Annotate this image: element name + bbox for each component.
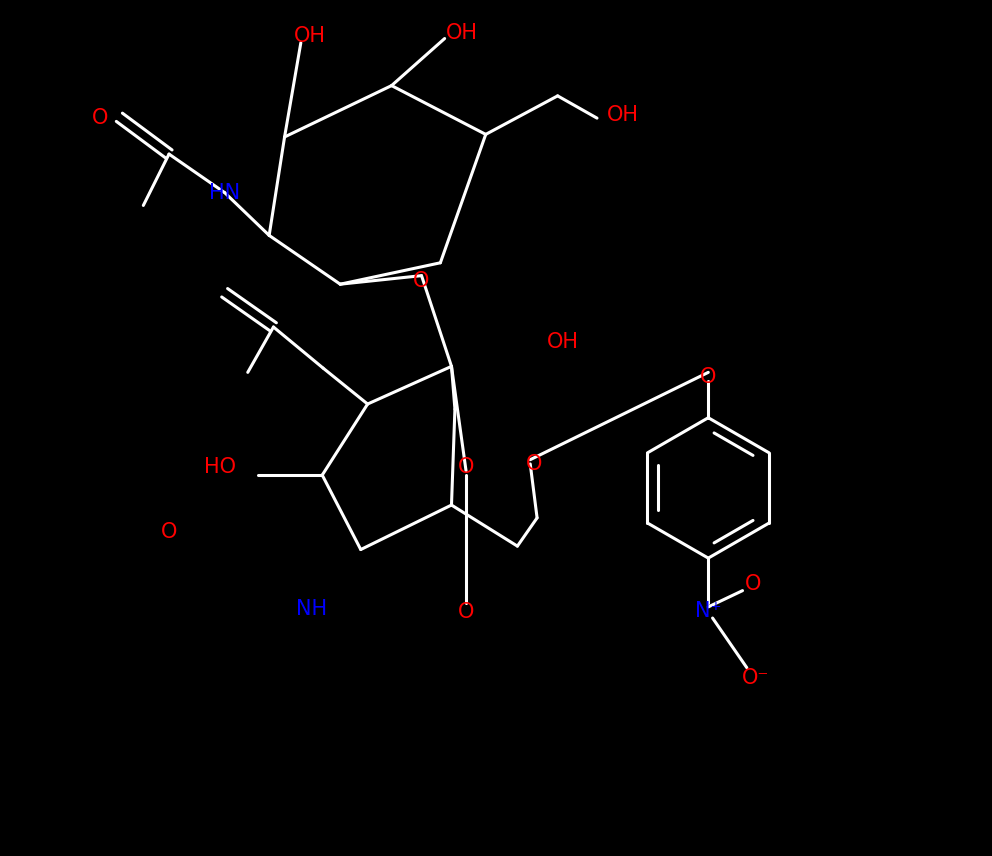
Text: OH: OH xyxy=(607,104,639,125)
Text: O: O xyxy=(700,366,716,387)
Text: NH: NH xyxy=(297,599,327,620)
Text: HO: HO xyxy=(204,456,236,477)
Text: O: O xyxy=(161,522,178,543)
Text: O: O xyxy=(414,270,430,291)
Text: O: O xyxy=(526,454,542,474)
Text: O: O xyxy=(91,108,108,128)
Text: OH: OH xyxy=(445,22,478,43)
Text: O: O xyxy=(745,574,761,594)
Text: OH: OH xyxy=(547,332,578,353)
Text: HN: HN xyxy=(209,182,240,203)
Text: OH: OH xyxy=(294,26,325,46)
Text: O: O xyxy=(458,602,474,622)
Text: O: O xyxy=(458,456,474,477)
Text: O⁻: O⁻ xyxy=(742,668,769,688)
Text: N⁺: N⁺ xyxy=(695,601,721,621)
